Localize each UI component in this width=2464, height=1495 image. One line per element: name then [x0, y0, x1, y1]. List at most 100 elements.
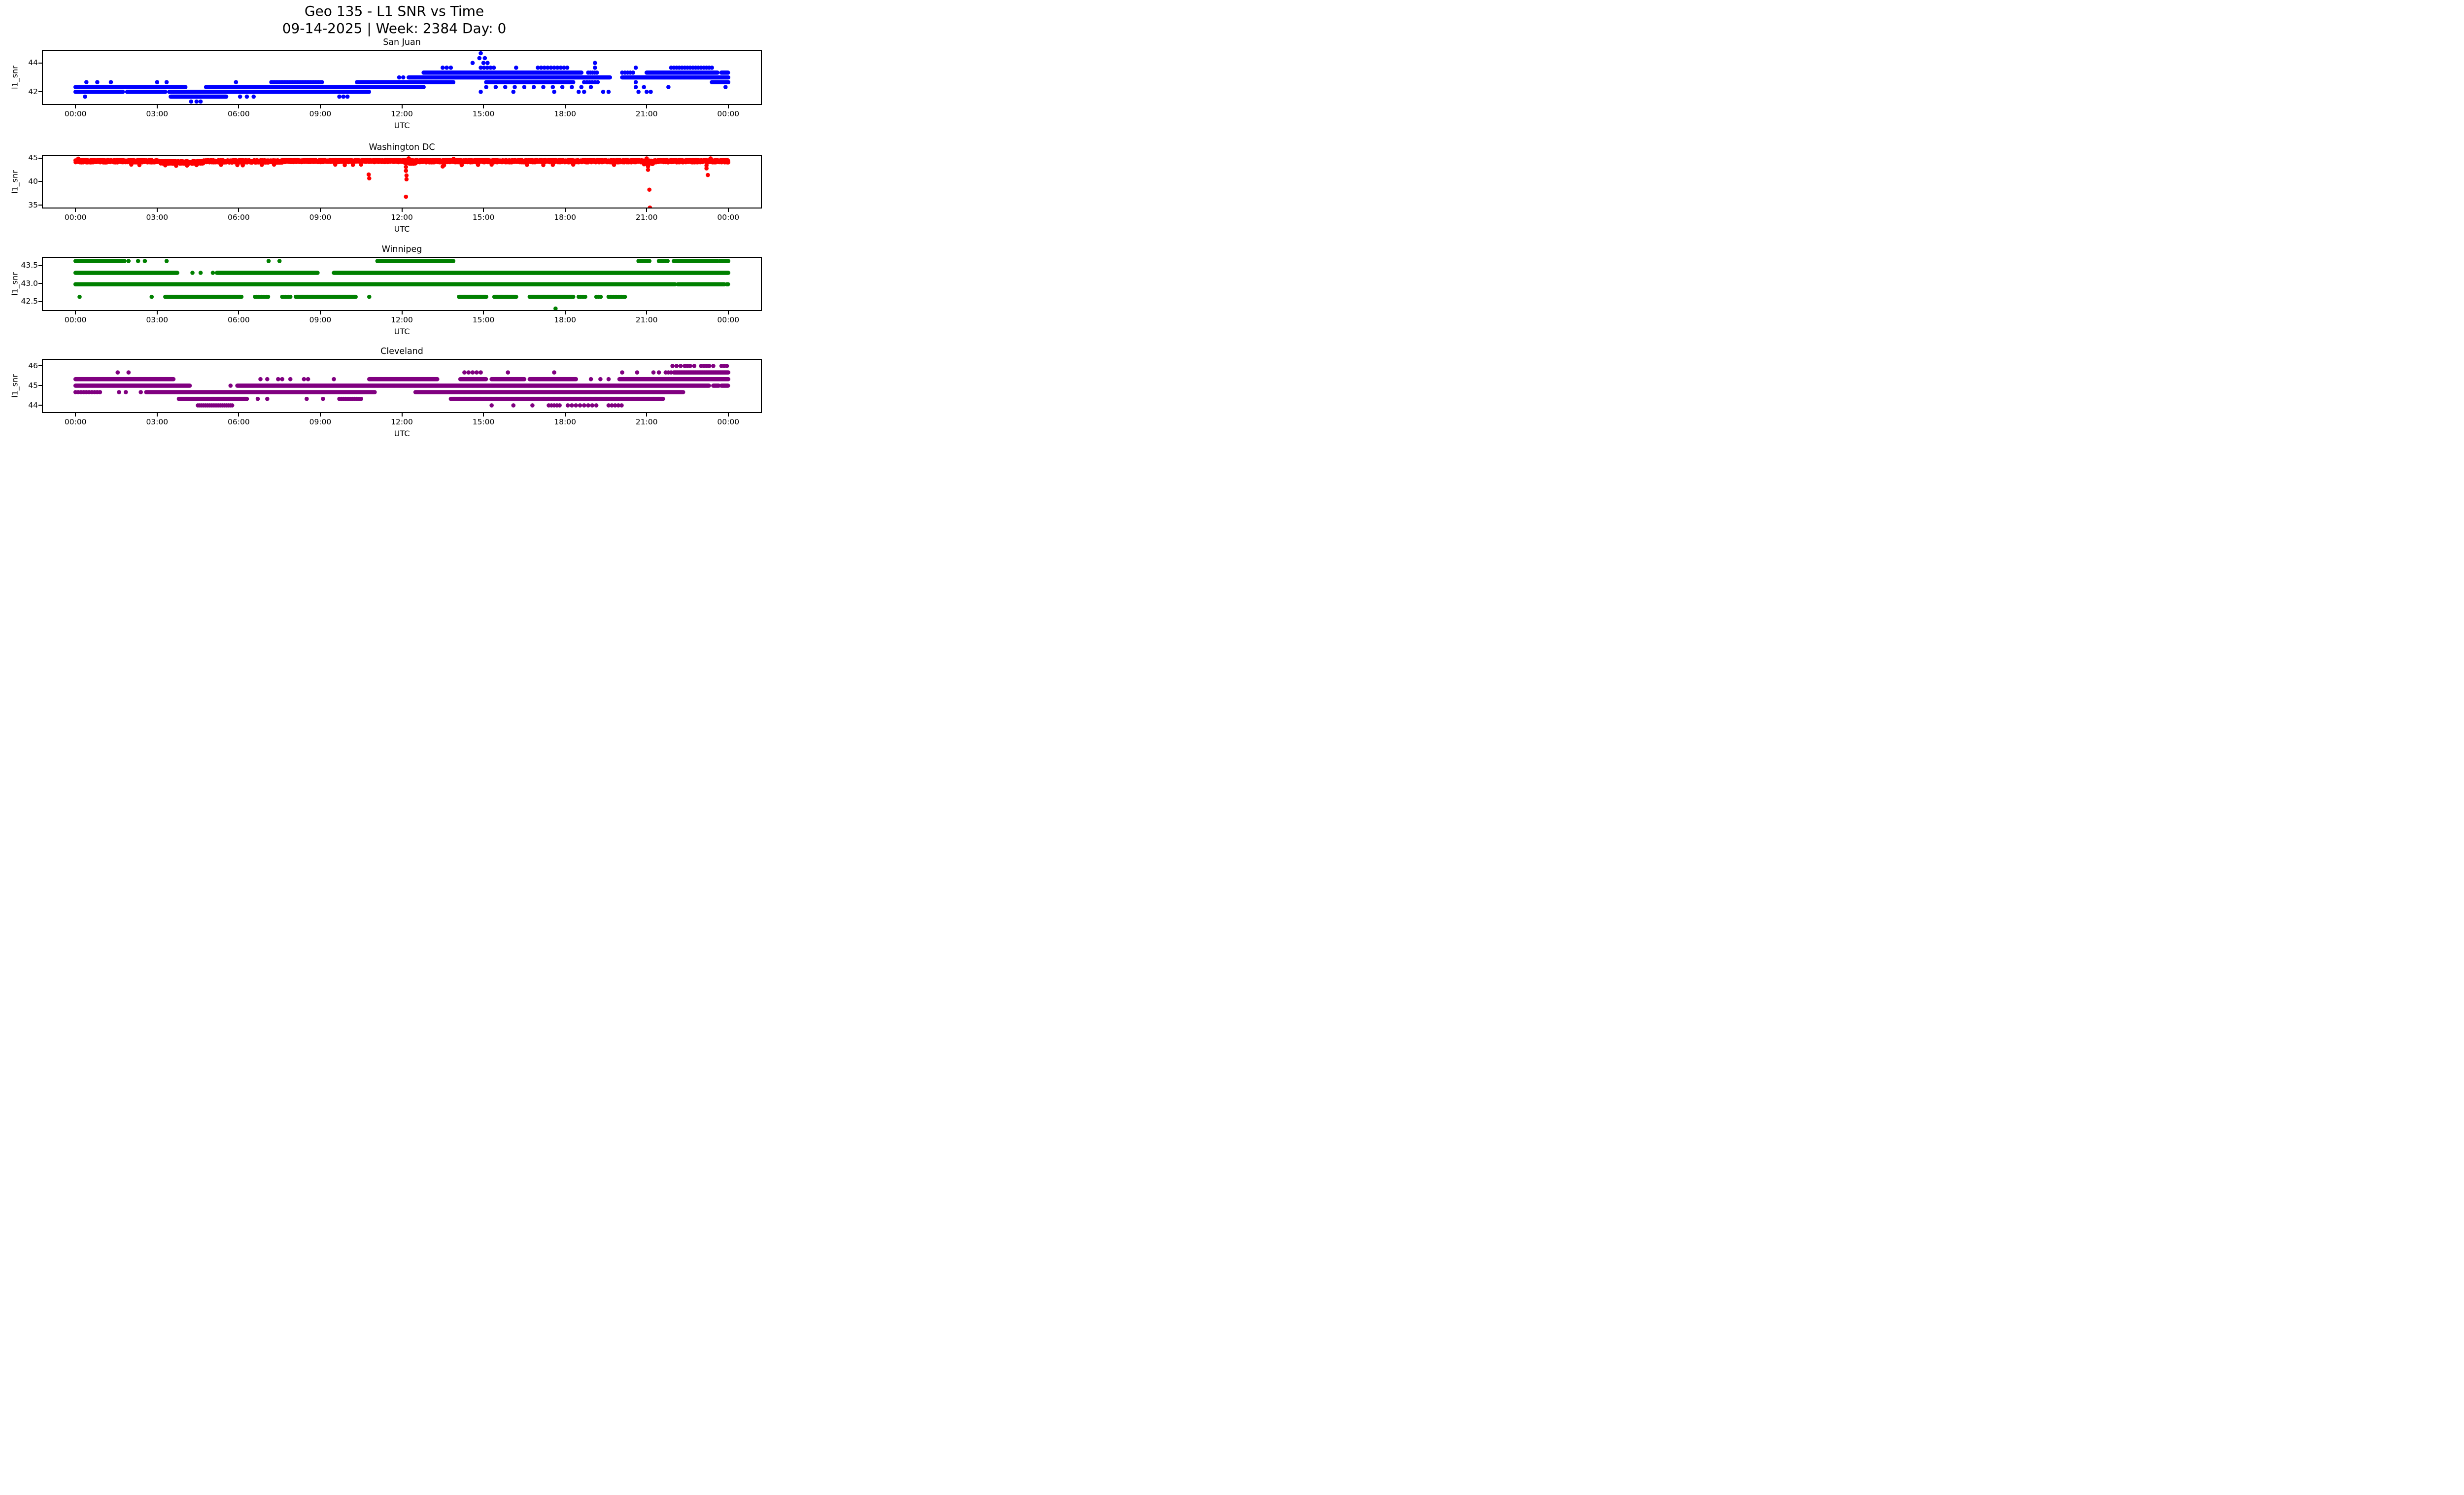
x-tick-label: 21:00 — [635, 109, 658, 118]
y-tick-mark — [38, 405, 42, 406]
scatter-canvas-san-juan — [43, 51, 761, 104]
y-tick-mark — [38, 301, 42, 302]
y-tick-label: 40 — [28, 176, 38, 186]
x-tick-label: 00:00 — [64, 315, 87, 324]
x-tick-label: 00:00 — [64, 213, 87, 222]
x-tick-label: 06:00 — [228, 315, 250, 324]
x-tick-label: 03:00 — [146, 417, 169, 426]
y-axis-label-san-juan: l1_snr — [10, 66, 20, 89]
x-tick-mark — [564, 105, 566, 108]
x-axis-label-san-juan: UTC — [394, 121, 410, 130]
x-tick-label: 03:00 — [146, 109, 169, 118]
x-tick-label: 00:00 — [64, 109, 87, 118]
x-tick-mark — [646, 105, 648, 108]
y-tick-label: 45 — [28, 381, 38, 390]
plot-area-cleveland — [42, 359, 762, 413]
y-tick-mark — [38, 385, 42, 386]
x-tick-mark — [727, 413, 729, 417]
figure: Geo 135 - L1 SNR vs Time 09-14-2025 | We… — [0, 0, 773, 444]
figure-title-line1: Geo 135 - L1 SNR vs Time — [304, 3, 484, 19]
scatter-canvas-washington-dc — [43, 156, 761, 208]
x-tick-label: 21:00 — [635, 315, 658, 324]
x-tick-mark — [156, 311, 158, 314]
y-tick-label: 42.5 — [21, 297, 38, 306]
x-tick-mark — [238, 209, 240, 212]
x-tick-mark — [483, 105, 484, 108]
x-tick-label: 06:00 — [228, 417, 250, 426]
x-tick-mark — [483, 209, 484, 212]
x-tick-mark — [646, 311, 648, 314]
x-tick-mark — [483, 311, 484, 314]
y-tick-mark — [38, 181, 42, 182]
x-tick-label: 09:00 — [309, 213, 332, 222]
x-tick-label: 00:00 — [717, 417, 740, 426]
x-tick-mark — [319, 209, 321, 212]
x-tick-label: 12:00 — [391, 417, 413, 426]
x-tick-mark — [238, 413, 240, 417]
x-tick-label: 15:00 — [472, 417, 495, 426]
x-tick-mark — [319, 413, 321, 417]
x-tick-mark — [727, 311, 729, 314]
y-tick-label: 44 — [28, 58, 38, 68]
y-tick-label: 44 — [28, 400, 38, 410]
x-tick-label: 18:00 — [554, 213, 576, 222]
x-tick-label: 09:00 — [309, 417, 332, 426]
x-tick-mark — [238, 105, 240, 108]
y-tick-mark — [38, 365, 42, 367]
x-axis-label-winnipeg: UTC — [394, 327, 410, 336]
x-tick-mark — [156, 105, 158, 108]
x-tick-mark — [646, 209, 648, 212]
x-tick-mark — [401, 209, 403, 212]
y-tick-mark — [38, 205, 42, 206]
x-tick-mark — [401, 413, 403, 417]
figure-title-line2: 09-14-2025 | Week: 2384 Day: 0 — [282, 20, 507, 36]
x-tick-label: 00:00 — [717, 315, 740, 324]
x-tick-label: 00:00 — [717, 213, 740, 222]
x-tick-mark — [483, 413, 484, 417]
plot-area-washington-dc — [42, 155, 762, 209]
x-tick-mark — [727, 105, 729, 108]
x-tick-mark — [646, 413, 648, 417]
y-tick-mark — [38, 62, 42, 64]
x-tick-mark — [564, 209, 566, 212]
x-tick-mark — [75, 311, 76, 314]
x-tick-label: 09:00 — [309, 109, 332, 118]
x-tick-mark — [156, 413, 158, 417]
x-tick-label: 00:00 — [717, 109, 740, 118]
plot-area-winnipeg — [42, 257, 762, 311]
x-tick-mark — [401, 105, 403, 108]
x-tick-label: 15:00 — [472, 315, 495, 324]
x-tick-mark — [564, 311, 566, 314]
scatter-canvas-cleveland — [43, 360, 761, 412]
y-tick-mark — [38, 283, 42, 284]
subplot-title-san-juan: San Juan — [383, 37, 421, 47]
x-tick-label: 06:00 — [228, 213, 250, 222]
y-tick-label: 46 — [28, 361, 38, 370]
x-tick-label: 03:00 — [146, 213, 169, 222]
x-tick-mark — [75, 209, 76, 212]
y-tick-mark — [38, 265, 42, 266]
x-tick-label: 12:00 — [391, 213, 413, 222]
subplot-title-washington-dc: Washington DC — [369, 142, 435, 152]
x-tick-mark — [75, 413, 76, 417]
x-tick-label: 00:00 — [64, 417, 87, 426]
x-tick-label: 06:00 — [228, 109, 250, 118]
x-tick-label: 15:00 — [472, 109, 495, 118]
y-tick-label: 45 — [28, 153, 38, 162]
y-tick-label: 43.0 — [21, 278, 38, 288]
x-tick-mark — [319, 105, 321, 108]
x-tick-mark — [727, 209, 729, 212]
y-tick-label: 35 — [28, 200, 38, 209]
subplot-title-winnipeg: Winnipeg — [381, 244, 422, 254]
x-tick-label: 18:00 — [554, 417, 576, 426]
x-tick-label: 12:00 — [391, 109, 413, 118]
x-axis-label-cleveland: UTC — [394, 429, 410, 438]
y-tick-label: 42 — [28, 87, 38, 96]
x-tick-mark — [75, 105, 76, 108]
x-tick-label: 15:00 — [472, 213, 495, 222]
x-tick-label: 09:00 — [309, 315, 332, 324]
y-tick-mark — [38, 91, 42, 93]
x-tick-label: 12:00 — [391, 315, 413, 324]
x-tick-mark — [238, 311, 240, 314]
x-tick-mark — [564, 413, 566, 417]
